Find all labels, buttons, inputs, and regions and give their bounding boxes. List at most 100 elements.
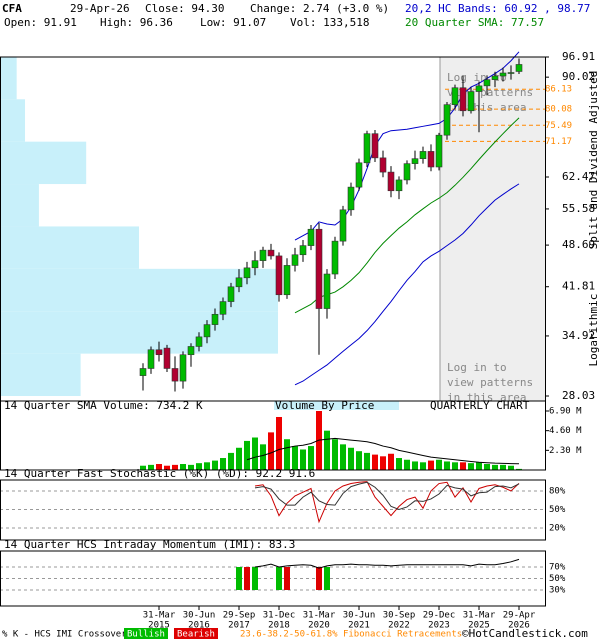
candle-body xyxy=(475,85,483,92)
volume-bar xyxy=(308,446,314,470)
side-label: Split and Dividend Adjusted xyxy=(587,71,600,250)
candle-body xyxy=(411,158,419,164)
crossover-bar xyxy=(316,567,322,590)
volume-bar xyxy=(356,451,362,470)
volume: Vol: 133,518 xyxy=(290,16,369,29)
volume-bar xyxy=(180,464,186,470)
volume-bar xyxy=(460,462,466,470)
side-label: Logarithmic xyxy=(587,294,600,367)
volume-bar xyxy=(252,437,258,470)
volume-bar xyxy=(292,446,298,470)
footer-fib: 23.6-38.2-50-61.8% Fibonacci Retracement… xyxy=(240,630,462,640)
oscillator-line xyxy=(254,481,520,524)
candle-body xyxy=(387,171,395,192)
y-tick-label: 50% xyxy=(549,574,566,584)
candle-body xyxy=(395,179,403,192)
y-tick-label: 6.90 M xyxy=(549,407,582,417)
volume-bar xyxy=(188,464,194,470)
legend-label: Bullish xyxy=(127,630,165,640)
y-tick-label: 34.92 xyxy=(562,329,595,342)
candle-body xyxy=(355,162,363,188)
crossover-bar xyxy=(284,567,290,590)
volume-bar xyxy=(444,461,450,470)
candle-body xyxy=(419,151,427,159)
candle-body xyxy=(283,265,291,296)
close: Close: 94.30 xyxy=(145,2,224,15)
candle-body xyxy=(251,260,259,269)
volume-bar xyxy=(436,459,442,470)
volume-bar xyxy=(364,452,370,470)
legend-swatch xyxy=(124,628,168,639)
panel-frame xyxy=(0,479,546,541)
candle-body xyxy=(259,249,267,261)
x-tick-label: 29-Apr xyxy=(503,611,536,621)
low: Low: 91.07 xyxy=(200,16,266,29)
volume-bar xyxy=(388,453,394,470)
candle-body xyxy=(347,186,355,211)
candle-body xyxy=(435,134,443,168)
volume-bar xyxy=(372,454,378,470)
credit: ©HotCandlestick.com xyxy=(462,627,588,640)
candle-body xyxy=(339,209,347,242)
volume-by-price-bar xyxy=(0,99,26,142)
x-tick-year: 2020 xyxy=(308,621,330,631)
volume-bar xyxy=(484,464,490,470)
x-tick-year: 2018 xyxy=(268,621,290,631)
change: Change: 2.74 (+3.0 %) xyxy=(250,2,389,15)
x-tick-year: 2026 xyxy=(508,621,530,631)
volume-by-price-bar xyxy=(0,184,39,227)
x-tick-label: 29-Dec xyxy=(423,611,456,621)
candle-body xyxy=(219,301,227,315)
notice-bottom: view patterns xyxy=(447,376,533,389)
candle-body xyxy=(155,349,163,356)
crossover-bar xyxy=(236,567,242,590)
volume-bar xyxy=(300,449,306,470)
x-tick-year: 2023 xyxy=(428,621,450,631)
volume-bar xyxy=(412,461,418,470)
date: 29-Apr-26 xyxy=(70,2,130,15)
fib-label: 71.17 xyxy=(545,137,572,147)
y-tick-label: 4.60 M xyxy=(549,426,582,436)
crossover-bar xyxy=(276,567,282,590)
candle-body xyxy=(187,346,195,356)
vbp-label-bg xyxy=(274,401,399,410)
volume-bar xyxy=(276,416,282,470)
sma-label: 20 Quarter SMA: 77.57 xyxy=(405,16,544,29)
volume-bar xyxy=(452,462,458,470)
x-tick-label: 29-Sep xyxy=(223,611,256,621)
volume-bar xyxy=(236,447,242,470)
volume-bar xyxy=(148,464,154,470)
candle-body xyxy=(515,64,523,72)
candle-body xyxy=(195,336,203,347)
crossover-bar xyxy=(324,567,330,590)
panel-frame xyxy=(0,550,546,607)
vbp-label: Volume By Price xyxy=(275,399,374,412)
candle-body xyxy=(307,228,315,246)
candle-body xyxy=(443,104,451,136)
candle-body xyxy=(331,240,339,275)
candle-body xyxy=(483,79,491,87)
volume-by-price-bar xyxy=(0,141,87,185)
panel-title: 14 Quarter SMA Volume: 734.2 K xyxy=(4,399,203,412)
volume-bar xyxy=(212,460,218,470)
candle-body xyxy=(379,157,387,173)
candle-body xyxy=(315,228,323,309)
candle-body xyxy=(499,72,507,77)
candle-body xyxy=(291,254,299,266)
volume-bar xyxy=(404,459,410,470)
y-tick-label: 28.03 xyxy=(562,389,595,402)
oscillator-line xyxy=(254,481,520,510)
volume-bar xyxy=(396,458,402,470)
candle-body xyxy=(363,133,371,164)
candle-body xyxy=(371,133,379,159)
oscillator-line xyxy=(254,558,520,569)
volume-by-price-bar xyxy=(0,57,17,100)
footer-crossover: % K - HCS IMI Crossover, xyxy=(2,630,132,640)
y-tick-label: 62.47 xyxy=(562,170,595,183)
volume-bar xyxy=(220,458,226,470)
x-tick-label: 30-Sep xyxy=(383,611,416,621)
y-tick-label: 20% xyxy=(549,523,566,533)
candle-body xyxy=(507,72,515,74)
volume-bar xyxy=(204,462,210,470)
